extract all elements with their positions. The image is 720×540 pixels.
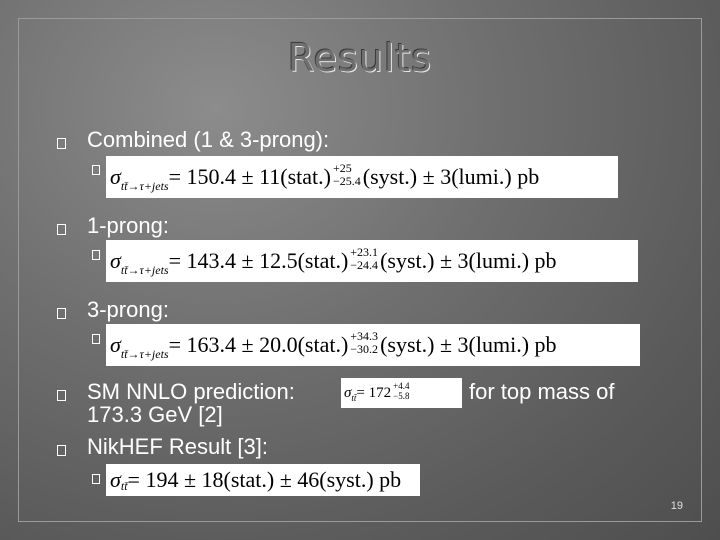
sub-bullet-square-icon	[92, 165, 100, 178]
bullet-square-icon	[57, 389, 66, 405]
item-nnlo-label: SM NNLO prediction:	[87, 379, 295, 404]
item-3prong-label: 3-prong:	[87, 297, 169, 322]
bullet-square-icon	[57, 307, 66, 323]
item-nnlo-label-line2: 173.3 GeV [2]	[87, 402, 223, 427]
sub-bullet-square-icon	[92, 250, 100, 263]
formula-1prong: σ tt̄→τ+jets = 143.4 ± 12.5(stat.) +23.1…	[106, 240, 638, 282]
bullet-square-icon	[57, 137, 66, 153]
item-combined-label: Combined (1 & 3-prong):	[87, 127, 330, 152]
formula-combined: σ tt̄→τ+jets = 150.4 ± 11(stat.) +25 −25.…	[106, 156, 618, 198]
item-1prong-label: 1-prong:	[87, 213, 169, 238]
bullet-square-icon	[57, 223, 66, 239]
item-nikhef-label: NikHEF Result [3]:	[87, 434, 268, 459]
slide-title: Results	[287, 36, 433, 80]
item-nnlo-label-after: for top mass of	[469, 379, 615, 404]
formula-nikhef: σ tt̄ = 194 ± 18(stat.) ± 46(syst.) pb	[106, 464, 420, 496]
page-number: 19	[670, 500, 683, 512]
formula-nnlo: σ tt̄ = 172 +4.4 −5.8	[341, 378, 462, 408]
slide-frame	[18, 18, 702, 522]
sub-bullet-square-icon	[92, 334, 100, 347]
sub-bullet-square-icon	[92, 474, 100, 487]
formula-3prong: σ tt̄→τ+jets = 163.4 ± 20.0(stat.) +34.3…	[106, 324, 640, 366]
bullet-square-icon	[57, 444, 66, 460]
